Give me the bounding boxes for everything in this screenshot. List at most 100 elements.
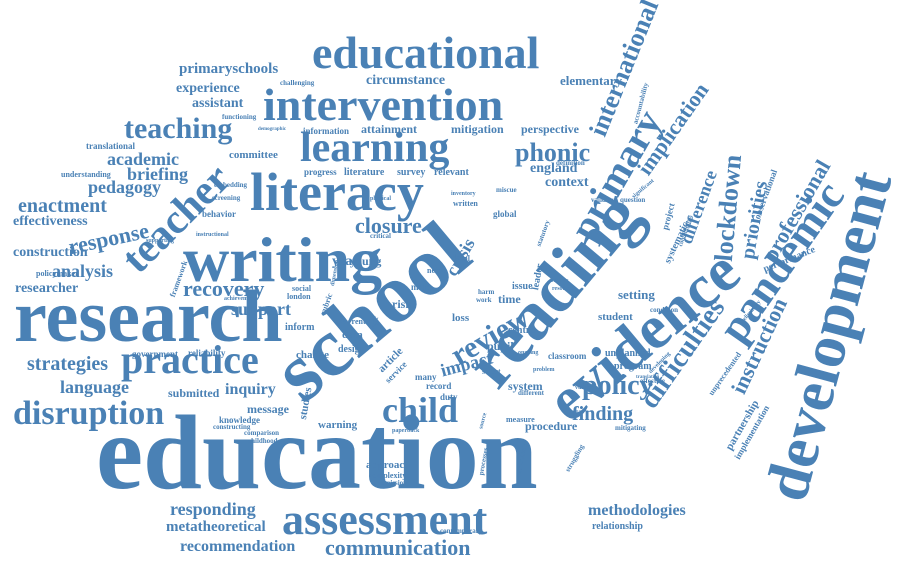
- word-mitigating: mitigating: [615, 424, 646, 432]
- word-progress: progress: [304, 167, 337, 177]
- word-vulnerable: vulnerable: [575, 385, 603, 391]
- word-screening: screening: [212, 194, 241, 202]
- word-teaching: teaching: [124, 112, 233, 145]
- word-risk: risk: [392, 297, 413, 311]
- word-perspective: perspective: [521, 122, 579, 136]
- word-year: year: [332, 254, 359, 269]
- word-london: london: [287, 292, 311, 301]
- word-complexity: complexity: [369, 471, 407, 480]
- word-childhood: childhood: [248, 437, 278, 445]
- word-relevant: relevant: [434, 167, 469, 178]
- word-relationship: relationship: [592, 521, 643, 532]
- word-more: more: [411, 282, 431, 292]
- word-attainment: attainment: [361, 122, 417, 136]
- word-resource: resource: [552, 286, 574, 292]
- word-child: child: [382, 390, 459, 430]
- word-literature: literature: [344, 167, 385, 178]
- word-need: need: [427, 266, 443, 275]
- word-inform: inform: [285, 322, 315, 333]
- word-enactment: enactment: [18, 195, 107, 217]
- word-design: design: [338, 344, 366, 355]
- word-instructional: instructional: [196, 232, 229, 238]
- word-primaryschools: primaryschools: [179, 61, 279, 77]
- word-communication: communication: [325, 535, 471, 560]
- word-procedure: procedure: [525, 419, 578, 433]
- word-effective: effective: [640, 377, 665, 385]
- word-behavior: behavior: [202, 209, 237, 219]
- word-warning: warning: [318, 419, 358, 431]
- word-information: information: [303, 126, 349, 136]
- word-miscue: miscue: [496, 186, 517, 194]
- word-disruption: disruption: [13, 395, 165, 432]
- word-inquiry: inquiry: [225, 381, 276, 398]
- word-physical: physical: [370, 196, 392, 202]
- word-policymaker: policymaker: [36, 269, 79, 278]
- word-learning: learning: [300, 125, 450, 171]
- word-issue: issue: [512, 281, 533, 292]
- word-definition: definition: [556, 159, 585, 167]
- word-finding: finding: [572, 403, 634, 425]
- word-validity: validity: [591, 196, 614, 204]
- word-government: government: [132, 349, 178, 359]
- word-functioning: functioning: [222, 113, 257, 121]
- word-intervention: intervention: [263, 79, 504, 130]
- word-achievement: achievement: [224, 296, 256, 302]
- word-responding: responding: [170, 499, 256, 519]
- word-context: context: [545, 175, 589, 190]
- word-recovery: recovery: [183, 276, 265, 301]
- word-ongoing: ongoing: [518, 350, 539, 356]
- word-condition: condition: [650, 306, 679, 314]
- word-england: england: [530, 161, 578, 176]
- word-circumstance: circumstance: [366, 73, 446, 88]
- word-analysis: analysis: [52, 261, 114, 281]
- word-support: support: [231, 299, 292, 319]
- word-educational: educational: [312, 27, 540, 78]
- word-demographic: demographic: [258, 127, 287, 132]
- word-effectiveness: effectiveness: [13, 214, 88, 229]
- word-centre: centre: [508, 325, 535, 336]
- word-message: message: [247, 402, 289, 416]
- word-pupil: pupil: [487, 339, 514, 353]
- word-language: language: [60, 377, 130, 397]
- word-struggling: struggling: [563, 443, 586, 474]
- word-loss: loss: [452, 312, 470, 324]
- word-recommendation: recommendation: [180, 538, 296, 555]
- word-record: record: [426, 381, 452, 391]
- word-pedagogy: pedagogy: [88, 177, 162, 197]
- word-construction: construction: [13, 245, 88, 260]
- word-inventory: inventory: [451, 191, 476, 197]
- word-select: select: [482, 367, 501, 376]
- word-project: project: [659, 201, 677, 231]
- word-strategies: strategies: [27, 353, 109, 375]
- word-writing: writing: [183, 224, 383, 295]
- word-work: work: [476, 296, 492, 304]
- word-unplanned: unplanned: [605, 348, 651, 359]
- word-current: current: [340, 317, 366, 326]
- word-methodologies: methodologies: [588, 502, 686, 519]
- word-policy: policy: [582, 370, 654, 401]
- word-question: question: [620, 196, 646, 204]
- word-different: different: [518, 389, 544, 397]
- word-practice: practice: [121, 337, 259, 382]
- word-constructing: constructing: [213, 423, 251, 431]
- word-classroom: classroom: [548, 351, 587, 361]
- word-education: education: [96, 394, 538, 511]
- word-local: local: [454, 254, 470, 263]
- word-submission: submission: [374, 479, 408, 487]
- word-system: system: [508, 379, 543, 393]
- word-change: change: [296, 349, 329, 361]
- word-translational: translational: [86, 141, 136, 151]
- word-translation: translation: [636, 375, 660, 380]
- word-briefing: briefing: [127, 164, 188, 184]
- word-approach: approach: [366, 459, 411, 471]
- word-supporting: supporting: [146, 238, 175, 244]
- word-research: research: [14, 276, 283, 358]
- word-critical: critical: [370, 232, 391, 240]
- word-contemporary: contemporary: [440, 527, 483, 535]
- word-global: global: [493, 209, 517, 219]
- word-academic: academic: [107, 149, 179, 169]
- word-student: student: [598, 311, 633, 323]
- word-committee: committee: [229, 149, 278, 161]
- word-metatheoretical: metatheoretical: [166, 519, 266, 535]
